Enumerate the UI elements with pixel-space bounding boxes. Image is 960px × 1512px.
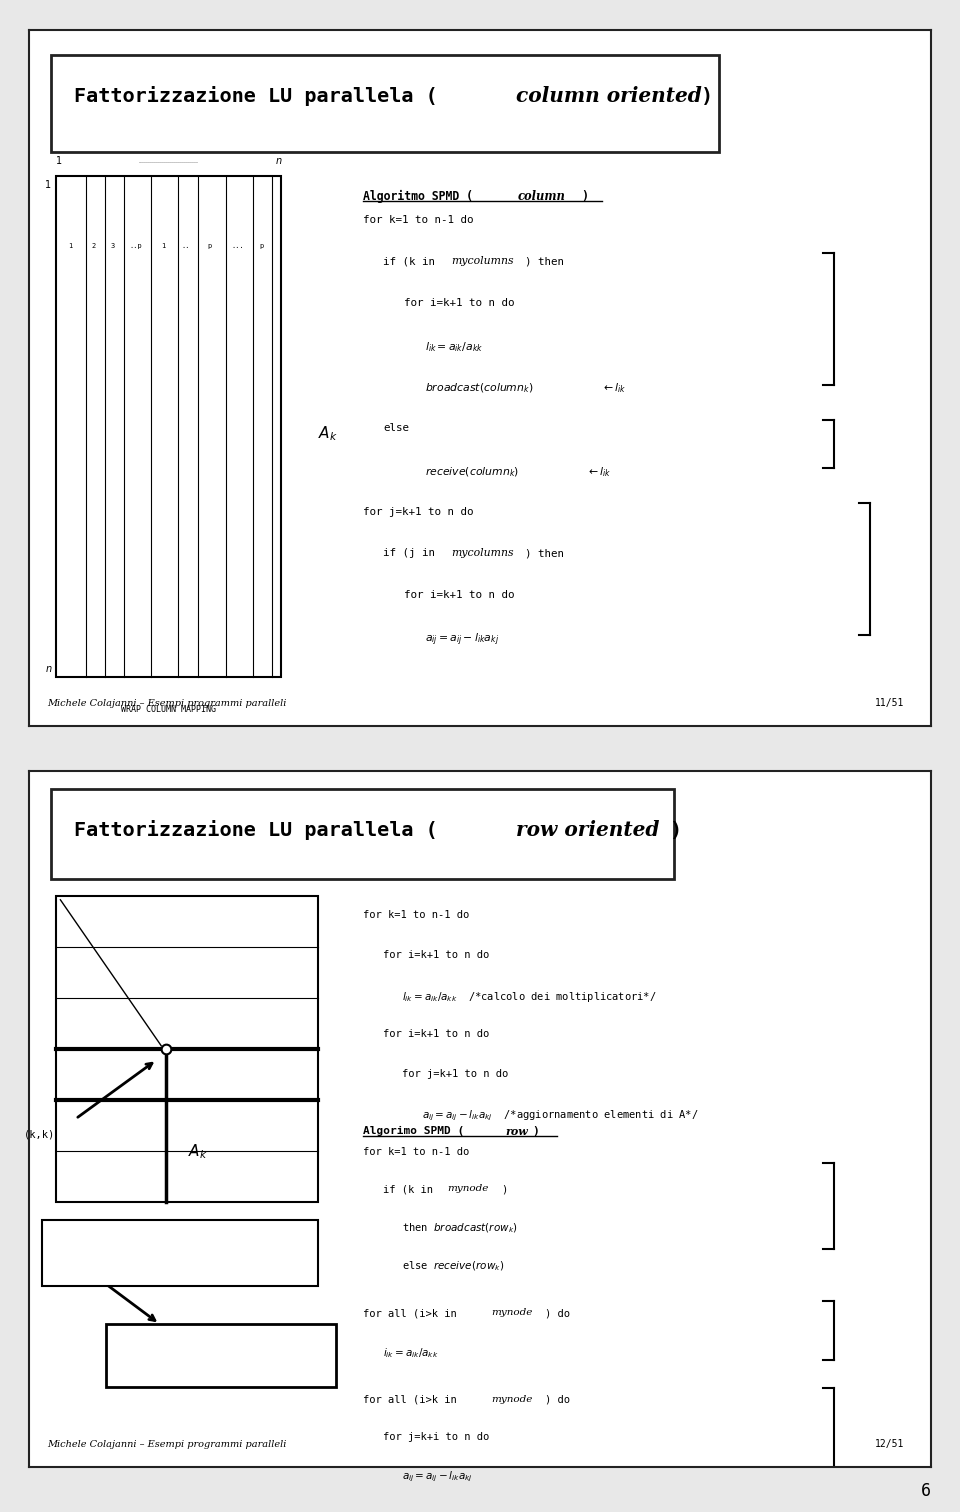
Text: $a_{ij}=a_{ij}-l_{ik}a_{kj}$: $a_{ij}=a_{ij}-l_{ik}a_{kj}$ bbox=[402, 1470, 473, 1485]
Text: for all (i>k in: for all (i>k in bbox=[363, 1308, 463, 1318]
Text: mycolumns: mycolumns bbox=[451, 549, 514, 558]
Text: 2: 2 bbox=[91, 243, 96, 249]
Text: for j=k+1 to n do: for j=k+1 to n do bbox=[363, 507, 473, 517]
Text: 11/51: 11/51 bbox=[875, 699, 904, 708]
Text: ) then: ) then bbox=[525, 549, 564, 558]
Text: for j=k+i to n do: for j=k+i to n do bbox=[382, 1432, 489, 1442]
Text: 1: 1 bbox=[161, 243, 165, 249]
Text: for k=1 to n-1 do: for k=1 to n-1 do bbox=[363, 910, 468, 921]
Text: (k,k): (k,k) bbox=[24, 1129, 55, 1140]
Text: mynode: mynode bbox=[491, 1308, 532, 1317]
Text: 1: 1 bbox=[56, 156, 62, 166]
Text: $A_k$: $A_k$ bbox=[318, 425, 337, 443]
FancyBboxPatch shape bbox=[42, 1220, 318, 1285]
Text: column: column bbox=[517, 191, 565, 203]
Text: row oriented: row oriented bbox=[516, 820, 660, 841]
Text: Fattorizzazione LU parallela (: Fattorizzazione LU parallela ( bbox=[74, 820, 438, 841]
Text: Si sceglie la decomposizione per
righe ciclica: Si sceglie la decomposizione per righe c… bbox=[135, 1344, 307, 1367]
Text: 12/51: 12/51 bbox=[875, 1439, 904, 1448]
Text: ..p: ..p bbox=[129, 243, 142, 249]
Text: for i=k+1 to n do: for i=k+1 to n do bbox=[404, 590, 515, 600]
FancyBboxPatch shape bbox=[106, 1325, 336, 1387]
Text: ): ) bbox=[502, 1184, 508, 1194]
Text: Michele Colajanni – Esempi programmi paralleli: Michele Colajanni – Esempi programmi par… bbox=[47, 1441, 286, 1448]
Text: p: p bbox=[207, 243, 211, 249]
Text: mynode: mynode bbox=[491, 1394, 532, 1403]
Text: mycolumns: mycolumns bbox=[451, 257, 514, 266]
Bar bbox=[56, 897, 318, 1202]
Text: ): ) bbox=[533, 1126, 540, 1136]
Text: Michele Colajanni – Esempi programmi paralleli: Michele Colajanni – Esempi programmi par… bbox=[47, 700, 286, 708]
Text: mynode: mynode bbox=[447, 1184, 489, 1193]
Text: for i=k+1 to n do: for i=k+1 to n do bbox=[382, 1030, 489, 1039]
Text: La decomposizione a blocchi di righe
ha un problema evidente. Quale?: La decomposizione a blocchi di righe ha … bbox=[81, 1243, 275, 1264]
Text: $l_{ik}=a_{ik}/a_{kk}$  /*calcolo dei moltiplicatori*/: $l_{ik}=a_{ik}/a_{kk}$ /*calcolo dei mol… bbox=[402, 989, 657, 1004]
Text: for j=k+1 to n do: for j=k+1 to n do bbox=[402, 1069, 509, 1078]
Bar bbox=[56, 177, 281, 677]
Text: 3: 3 bbox=[110, 243, 115, 249]
Text: p: p bbox=[259, 243, 264, 249]
Text: ) do: ) do bbox=[545, 1308, 570, 1318]
Text: else $receive(row_k)$: else $receive(row_k)$ bbox=[402, 1259, 505, 1273]
Text: WRAP COLUMN MAPPING: WRAP COLUMN MAPPING bbox=[121, 705, 216, 714]
Text: 6: 6 bbox=[922, 1482, 931, 1500]
Text: ): ) bbox=[701, 86, 713, 106]
Text: ..............................: .............................. bbox=[138, 159, 199, 163]
Text: ..: .. bbox=[181, 243, 190, 249]
Text: then $broadcast(row_k)$: then $broadcast(row_k)$ bbox=[402, 1222, 518, 1235]
Text: $a_{ij}=a_{ij}-l_{ik}a_{kj}$  /*aggiornamento elementi di A*/: $a_{ij}=a_{ij}-l_{ik}a_{kj}$ /*aggiornam… bbox=[422, 1108, 699, 1123]
Text: for i=k+1 to n do: for i=k+1 to n do bbox=[404, 298, 515, 308]
Text: Fattorizzazione LU parallela (: Fattorizzazione LU parallela ( bbox=[74, 86, 438, 106]
Bar bbox=[56, 538, 281, 677]
Text: Algoritmo SPMD (: Algoritmo SPMD ( bbox=[363, 191, 472, 203]
Text: ): ) bbox=[669, 821, 682, 839]
Text: for all (i>k in: for all (i>k in bbox=[363, 1394, 463, 1405]
Text: for k=1 to n-1 do: for k=1 to n-1 do bbox=[363, 1146, 468, 1157]
Text: if (k in: if (k in bbox=[382, 1184, 439, 1194]
Text: ...: ... bbox=[230, 243, 244, 249]
Text: $\leftarrow l_{ik}$: $\leftarrow l_{ik}$ bbox=[586, 466, 611, 479]
Text: Algorimo SPMD (: Algorimo SPMD ( bbox=[363, 1126, 464, 1136]
FancyBboxPatch shape bbox=[52, 54, 719, 153]
FancyBboxPatch shape bbox=[52, 789, 674, 878]
Text: else: else bbox=[383, 423, 410, 434]
Text: if (j in: if (j in bbox=[383, 549, 442, 558]
Text: if (k in: if (k in bbox=[383, 257, 442, 266]
Text: ) do: ) do bbox=[545, 1394, 570, 1405]
Text: for i=k+1 to n do: for i=k+1 to n do bbox=[382, 950, 489, 960]
Text: $l_{ik}=a_{ik}/a_{kk}$: $l_{ik}=a_{ik}/a_{kk}$ bbox=[425, 340, 483, 354]
Text: ) then: ) then bbox=[525, 257, 564, 266]
Text: $receive(column_k)$: $receive(column_k)$ bbox=[425, 466, 519, 478]
Text: $\leftarrow l_{ik}$: $\leftarrow l_{ik}$ bbox=[601, 381, 626, 395]
Text: ): ) bbox=[581, 191, 588, 203]
Text: 1: 1 bbox=[45, 180, 52, 191]
Text: $i_{ik}=a_{ik}/a_{kk}$: $i_{ik}=a_{ik}/a_{kk}$ bbox=[382, 1346, 438, 1359]
Text: n: n bbox=[45, 664, 52, 674]
Text: for k=1 to n-1 do: for k=1 to n-1 do bbox=[363, 215, 473, 225]
Text: $broadcast(column_k)$: $broadcast(column_k)$ bbox=[425, 381, 534, 395]
Text: n: n bbox=[276, 156, 281, 166]
Text: $A_k$: $A_k$ bbox=[188, 1142, 208, 1161]
Text: column oriented: column oriented bbox=[516, 86, 702, 106]
Text: 1: 1 bbox=[68, 243, 72, 249]
Text: row: row bbox=[505, 1126, 528, 1137]
Text: $a_{ij}=a_{ij}-l_{ik}a_{kj}$: $a_{ij}=a_{ij}-l_{ik}a_{kj}$ bbox=[425, 632, 499, 649]
